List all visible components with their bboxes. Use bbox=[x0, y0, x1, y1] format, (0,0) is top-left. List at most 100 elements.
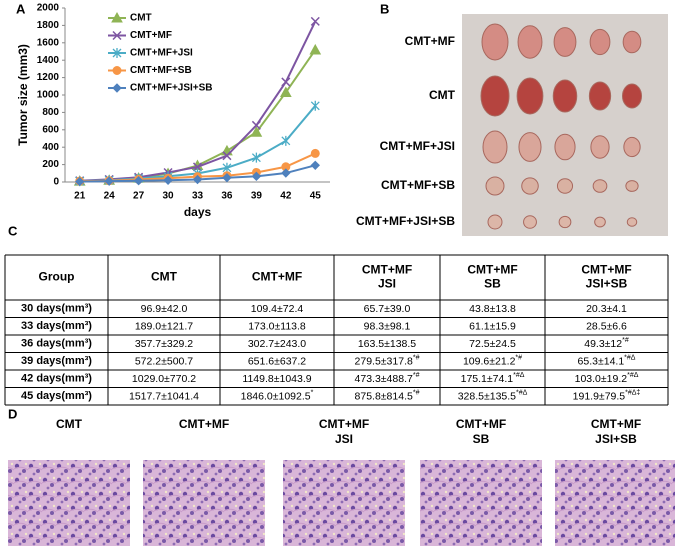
histology-label: CMT bbox=[56, 417, 83, 431]
cell-value: 96.9±42.0 bbox=[141, 303, 188, 315]
table-cell: 20.3±4.1 bbox=[586, 303, 627, 315]
tumor bbox=[592, 179, 608, 193]
table-cell: 875.8±814.5*# bbox=[355, 389, 420, 402]
table-cell: 65.3±14.1*#Δ bbox=[578, 354, 636, 367]
cell-value: 28.5±6.6 bbox=[586, 320, 627, 332]
tumor bbox=[518, 132, 542, 162]
row-label: 33 days(mm³) bbox=[21, 320, 92, 332]
tumor bbox=[480, 75, 510, 117]
significance-mark: *#Δ bbox=[513, 372, 525, 379]
tumor bbox=[553, 27, 577, 57]
histology-label: CMT+MF bbox=[591, 417, 641, 431]
tumor bbox=[588, 81, 612, 111]
cell-value: 98.3±98.1 bbox=[364, 320, 411, 332]
x-tick-label: 24 bbox=[104, 191, 116, 202]
row-label: 39 days(mm³) bbox=[21, 355, 92, 367]
cell-value: 61.1±15.9 bbox=[469, 320, 516, 332]
tumor bbox=[482, 130, 508, 164]
marker bbox=[222, 173, 232, 183]
table-cell: 61.1±15.9 bbox=[469, 320, 516, 332]
cell-value: 357.7±329.2 bbox=[135, 338, 193, 350]
x-tick-label: 45 bbox=[310, 191, 322, 202]
cell-value: 1517.7±1041.4 bbox=[129, 390, 199, 402]
histology-image bbox=[283, 460, 405, 546]
marker bbox=[133, 175, 144, 186]
significance-mark: *# bbox=[413, 354, 420, 361]
y-tick-label: 1200 bbox=[37, 72, 60, 83]
y-tick-label: 200 bbox=[42, 159, 59, 170]
marker bbox=[221, 144, 233, 156]
table-cell: 173.0±113.8 bbox=[248, 320, 306, 332]
table-cell: 651.6±637.2 bbox=[248, 355, 306, 367]
tumor bbox=[625, 180, 639, 192]
cell-value: 65.3±14.1 bbox=[578, 355, 625, 367]
panel-label: C bbox=[8, 223, 18, 238]
table-cell: 189.0±121.7 bbox=[135, 320, 193, 332]
x-tick-label: 21 bbox=[74, 191, 86, 202]
marker bbox=[310, 100, 320, 111]
tumor bbox=[487, 214, 503, 230]
significance-mark: *# bbox=[413, 372, 420, 379]
y-axis-label: Tumor size (mm3) bbox=[16, 44, 30, 146]
column-header: CMT+MF bbox=[362, 263, 412, 277]
table-cell: 1517.7±1041.4 bbox=[129, 390, 199, 402]
cell-value: 49.3±12 bbox=[584, 338, 622, 350]
row-label: 36 days(mm³) bbox=[21, 338, 92, 350]
legend-marker bbox=[111, 11, 123, 23]
cell-value: 65.7±39.0 bbox=[364, 303, 411, 315]
cell-value: 72.5±24.5 bbox=[469, 338, 516, 350]
table-cell: 357.7±329.2 bbox=[135, 338, 193, 350]
significance-mark: * bbox=[311, 389, 314, 396]
marker bbox=[163, 175, 173, 185]
marker bbox=[192, 162, 203, 172]
table-cell: 72.5±24.5 bbox=[469, 338, 516, 350]
table-cell: 28.5±6.6 bbox=[586, 320, 627, 332]
marker bbox=[251, 171, 262, 182]
cell-value: 43.8±13.8 bbox=[469, 303, 516, 315]
y-tick-label: 800 bbox=[42, 107, 59, 118]
marker bbox=[104, 176, 114, 186]
legend-marker bbox=[112, 83, 122, 93]
marker bbox=[281, 77, 291, 87]
legend-label: CMT bbox=[130, 13, 152, 24]
table-cell: 328.5±135.5*#Δ bbox=[458, 389, 528, 402]
marker bbox=[310, 160, 320, 171]
x-tick-label: 30 bbox=[162, 191, 174, 202]
significance-mark: *# bbox=[622, 337, 629, 344]
column-header: CMT bbox=[151, 270, 178, 284]
photo-label: CMT+MF+JSI+SB bbox=[356, 214, 455, 228]
histology-label: JSI bbox=[335, 432, 353, 446]
histology-label: CMT+MF bbox=[319, 417, 369, 431]
tumor bbox=[589, 28, 611, 56]
column-header: CMT+MF bbox=[581, 263, 631, 277]
cell-value: 191.9±79.5 bbox=[573, 390, 626, 402]
cell-value: 173.0±113.8 bbox=[248, 320, 306, 332]
column-header: Group bbox=[39, 270, 75, 284]
table-cell: 98.3±98.1 bbox=[364, 320, 411, 332]
column-header: CMT+MF bbox=[252, 270, 302, 284]
marker bbox=[310, 16, 320, 26]
tumor bbox=[558, 215, 572, 229]
cell-value: 20.3±4.1 bbox=[586, 303, 627, 315]
histology-image bbox=[143, 460, 265, 546]
x-tick-label: 27 bbox=[133, 191, 145, 202]
tumor bbox=[622, 30, 642, 54]
tumor bbox=[523, 215, 537, 229]
photo-label: CMT+MF+SB bbox=[381, 178, 455, 192]
marker bbox=[281, 168, 291, 178]
table-cell: 191.9±79.5*#Δ‡ bbox=[573, 389, 641, 402]
significance-mark: *# bbox=[515, 354, 522, 361]
table-cell: 109.4±72.4 bbox=[251, 303, 304, 315]
marker bbox=[250, 126, 263, 137]
legend-marker bbox=[112, 48, 122, 58]
x-tick-label: 36 bbox=[221, 191, 233, 202]
column-header: SB bbox=[484, 277, 501, 291]
tumor bbox=[623, 136, 641, 158]
marker bbox=[251, 120, 261, 130]
y-tick-label: 1400 bbox=[37, 55, 60, 66]
cell-value: 328.5±135.5 bbox=[458, 390, 516, 402]
cell-value: 651.6±637.2 bbox=[248, 355, 306, 367]
legend-label: CMT+MF+SB bbox=[130, 65, 192, 76]
table-cell: 279.5±317.8*# bbox=[355, 354, 420, 367]
